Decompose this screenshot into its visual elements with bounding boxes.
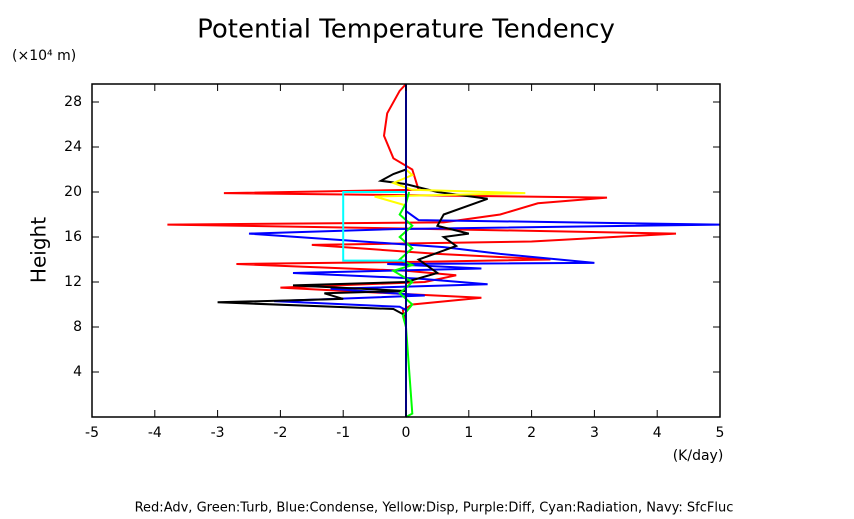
chart-title: Potential Temperature Tendency — [197, 15, 615, 45]
x-tick-label: 5 — [716, 425, 725, 441]
x-tick-label: 0 — [402, 425, 411, 441]
y-tick-label: 16 — [64, 229, 82, 245]
profile-line — [390, 191, 416, 418]
profile-line — [167, 83, 677, 417]
y-tick-label: 20 — [64, 184, 82, 200]
x-tick-label: 1 — [464, 425, 473, 441]
profile-line — [374, 168, 526, 207]
y-tick-label: 28 — [64, 94, 82, 110]
x-axis-label: (K/day) — [673, 448, 724, 464]
y-unit: (×10⁴ m) — [12, 48, 76, 64]
x-tick-label: 4 — [653, 425, 662, 441]
x-tick-label: 2 — [527, 425, 536, 441]
legend: Red:Adv, Green:Turb, Blue:Condense, Yell… — [135, 501, 734, 516]
profile-line — [217, 84, 488, 417]
profile-line — [342, 191, 406, 262]
x-tick-label: 3 — [590, 425, 599, 441]
y-tick-label: 24 — [64, 139, 82, 155]
x-tick-label: -1 — [336, 425, 350, 441]
y-tick-label: 12 — [64, 274, 82, 290]
x-tick-label: -3 — [211, 425, 225, 441]
y-axis-label: Height — [27, 217, 51, 283]
x-tick-label: -2 — [273, 425, 287, 441]
y-tick-label: 8 — [73, 319, 82, 335]
x-tick-label: -5 — [85, 425, 99, 441]
x-tick-label: -4 — [148, 425, 162, 441]
y-tick-label: 4 — [73, 364, 82, 380]
profile-line — [248, 84, 721, 417]
